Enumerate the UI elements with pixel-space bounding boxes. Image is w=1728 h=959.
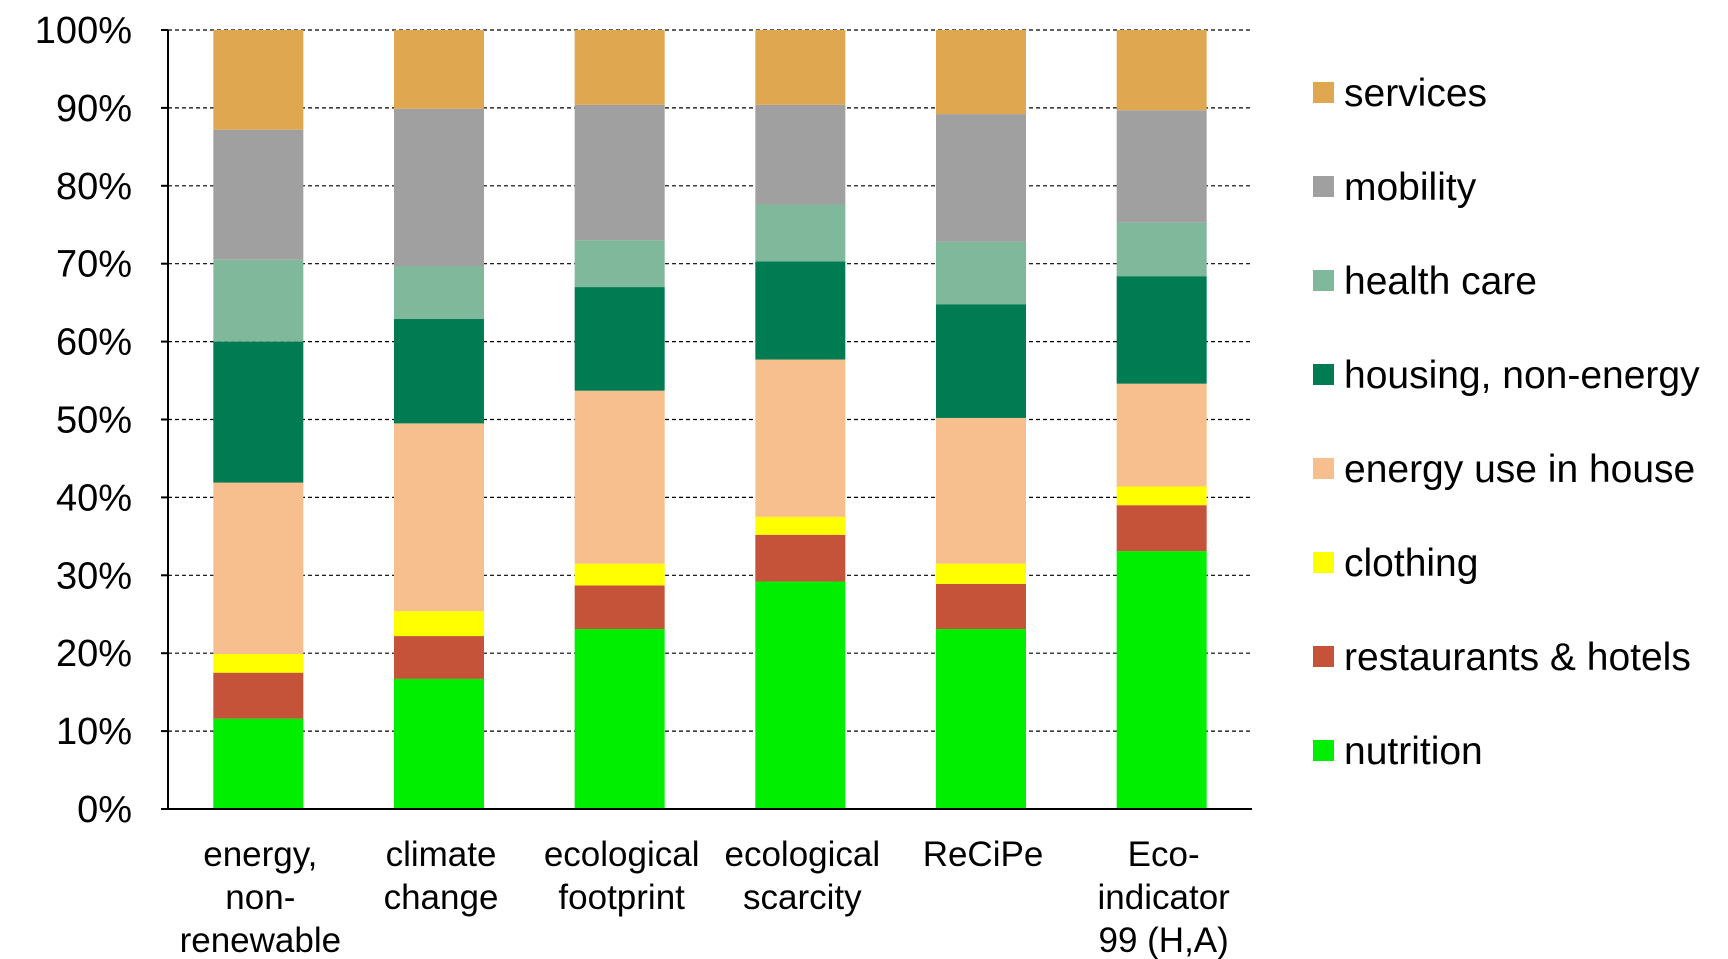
bar-segment — [574, 104, 665, 241]
bar-segment — [213, 129, 304, 260]
legend-swatch — [1313, 82, 1334, 103]
legend-label: restaurants & hotels — [1344, 636, 1691, 679]
x-category-label: non- — [225, 878, 295, 917]
bar-segment — [394, 611, 484, 637]
bar-segment — [1116, 110, 1207, 223]
bar-segment — [394, 636, 484, 679]
y-tick-label: 80% — [56, 166, 132, 208]
bar-segment — [936, 241, 1026, 305]
legend-swatch — [1313, 176, 1334, 197]
x-category-label: energy, — [203, 835, 317, 874]
bar-segment — [394, 319, 484, 424]
bar-segment — [394, 423, 484, 612]
y-tick-label: 0% — [77, 789, 132, 831]
bar-segment — [755, 516, 846, 535]
y-tick-label: 70% — [56, 244, 132, 286]
bar-segment — [213, 672, 304, 719]
y-axis-tick-labels: 0% 10% 20% 30% 40% 50% 60% 70% 80% 90% 100% — [35, 10, 132, 831]
bar-segment — [936, 114, 1026, 242]
legend-swatch — [1313, 364, 1334, 385]
bar-segment — [755, 261, 846, 360]
legend-label: services — [1344, 72, 1487, 115]
bar-segment — [1116, 383, 1207, 487]
bar-segment — [1116, 505, 1207, 552]
bar-segment — [1116, 222, 1207, 277]
x-category-label: Eco- — [1128, 835, 1200, 874]
bar-segment — [755, 359, 846, 517]
x-category-label: climate — [386, 835, 497, 874]
x-category-label: indicator — [1098, 878, 1231, 917]
bar-segment — [1116, 486, 1207, 506]
bar-segment — [213, 482, 304, 654]
x-category-label: 99 (H,A) — [1099, 921, 1229, 959]
legend-swatch — [1313, 552, 1334, 573]
bar-segment — [936, 30, 1026, 115]
bar-segment — [394, 30, 484, 109]
legend-label: nutrition — [1344, 730, 1483, 773]
legend-swatch — [1313, 646, 1334, 667]
bar-segment — [574, 390, 665, 564]
legend-label: energy use in house — [1344, 448, 1695, 491]
bar-segment — [755, 534, 846, 582]
bar-segment — [213, 653, 304, 673]
x-category-label: footprint — [558, 878, 685, 917]
legend-label: clothing — [1344, 542, 1478, 585]
axes — [161, 29, 1252, 810]
legend-swatch — [1313, 270, 1334, 291]
x-axis-category-labels: energy, non-renewable climate change ecologi… — [180, 835, 1231, 959]
bar-segment — [1116, 551, 1207, 809]
bar-segment — [394, 266, 484, 320]
bar-segment — [213, 30, 304, 130]
bar-segment — [574, 287, 665, 391]
bar-segment — [936, 563, 1026, 584]
bar-segment — [213, 259, 304, 342]
bar-segment — [1116, 276, 1207, 384]
x-category-label: ReCiPe — [923, 835, 1044, 874]
legend-label: mobility — [1344, 166, 1477, 209]
x-category-label: ecological — [725, 835, 881, 874]
legend-swatch — [1313, 740, 1334, 761]
bar-segment — [574, 30, 665, 105]
bar-segment — [755, 204, 846, 262]
y-tick-label: 90% — [56, 88, 132, 130]
bar-segment — [394, 108, 484, 267]
y-tick-label: 30% — [56, 555, 132, 597]
legend-label: housing, non-energy — [1344, 354, 1700, 397]
y-tick-label: 100% — [35, 10, 132, 52]
bar-segment — [574, 629, 665, 809]
bar-segment — [394, 678, 484, 809]
x-category-label: scarcity — [743, 878, 862, 917]
y-tick-label: 10% — [56, 711, 132, 753]
bar-segment — [755, 104, 846, 205]
legend: services mobility health care housing, non-… — [1313, 72, 1700, 773]
y-tick-label: 40% — [56, 477, 132, 519]
bar-segment — [936, 304, 1026, 418]
bar-segment — [755, 581, 846, 809]
bar-segment — [936, 629, 1026, 809]
bar-segment — [755, 30, 846, 105]
bar-segment — [213, 718, 304, 809]
y-tick-label: 60% — [56, 322, 132, 364]
bar-segment — [936, 417, 1026, 564]
x-category-label: ecological — [544, 835, 700, 874]
bar-segment — [1116, 30, 1207, 111]
bar-segment — [213, 341, 304, 483]
bar-segment — [574, 240, 665, 288]
grid-lines — [168, 29, 1252, 732]
x-category-label: renewable — [180, 921, 342, 959]
legend-label: health care — [1344, 260, 1537, 303]
bar-segment — [936, 583, 1026, 630]
legend-swatch — [1313, 458, 1334, 479]
bar-segment — [574, 585, 665, 630]
y-tick-label: 50% — [56, 400, 132, 442]
y-tick-label: 20% — [56, 633, 132, 675]
bars — [213, 30, 1207, 809]
bar-segment — [574, 563, 665, 586]
x-category-label: change — [384, 878, 499, 917]
